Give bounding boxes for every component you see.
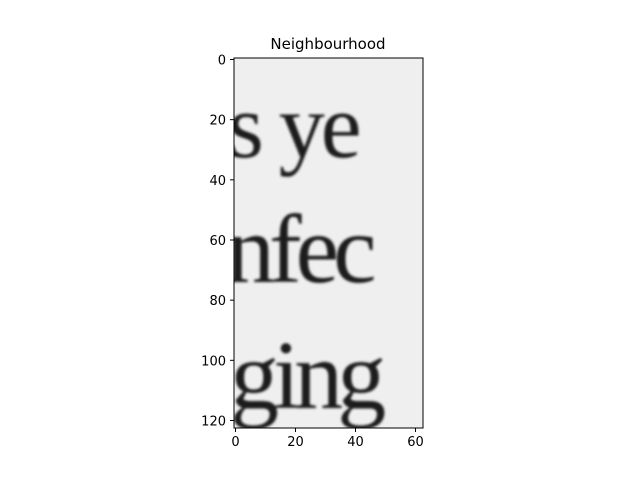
x-tick-label: 20 — [287, 435, 304, 450]
y-axis: 0 20 40 60 80 100 120 — [201, 54, 234, 429]
x-tick-label: 0 — [231, 435, 239, 450]
image-text-line-2: nfec — [226, 196, 374, 304]
y-tick-label: 0 — [218, 54, 226, 69]
image-background — [234, 58, 423, 428]
x-tick-label: 40 — [347, 435, 364, 450]
image-text-line-1: s ye — [228, 75, 359, 177]
x-tick-label: 60 — [407, 435, 424, 450]
image-frame — [233, 57, 424, 429]
y-tick-label: 40 — [209, 174, 226, 189]
y-tick-label: 120 — [201, 414, 226, 429]
plot-title: Neighbourhood — [270, 35, 385, 53]
image-panel: s ye nfec ging — [226, 57, 424, 430]
y-tick-label: 100 — [201, 354, 226, 369]
x-axis: 0 20 40 60 — [231, 428, 424, 450]
y-tick-label: 60 — [209, 234, 226, 249]
y-tick-label: 20 — [209, 114, 226, 129]
image-text-line-3: ging — [230, 322, 385, 430]
y-tick-label: 80 — [209, 294, 226, 309]
